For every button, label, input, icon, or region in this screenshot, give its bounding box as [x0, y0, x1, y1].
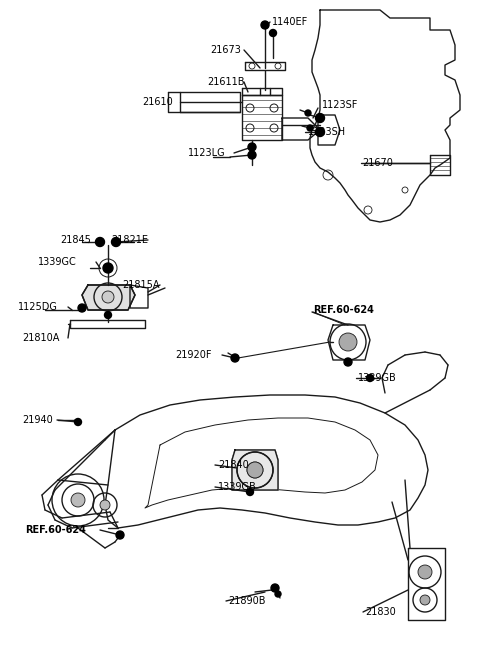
Circle shape [418, 565, 432, 579]
Text: 1123LG: 1123LG [188, 148, 226, 158]
Circle shape [305, 110, 311, 116]
Circle shape [275, 591, 281, 597]
Text: REF.60-624: REF.60-624 [25, 525, 86, 535]
Text: 21821E: 21821E [111, 235, 148, 245]
Circle shape [111, 238, 120, 246]
Text: 1123SH: 1123SH [308, 127, 346, 137]
Text: 21673: 21673 [210, 45, 241, 55]
Text: 21940: 21940 [22, 415, 53, 425]
Text: 21890B: 21890B [228, 596, 265, 606]
Text: 1125DG: 1125DG [18, 302, 58, 312]
Circle shape [271, 584, 279, 592]
Circle shape [71, 493, 85, 507]
Polygon shape [82, 285, 135, 310]
Circle shape [74, 419, 82, 426]
Text: 1339GB: 1339GB [218, 482, 257, 492]
Text: 21610: 21610 [142, 97, 173, 107]
Circle shape [247, 462, 263, 478]
Text: 21670: 21670 [362, 158, 393, 168]
Circle shape [100, 500, 110, 510]
Circle shape [102, 291, 114, 303]
Circle shape [420, 595, 430, 605]
Circle shape [78, 304, 86, 312]
Circle shape [247, 489, 253, 495]
Circle shape [367, 375, 373, 381]
Text: 1339GC: 1339GC [38, 257, 77, 267]
Text: 21920F: 21920F [175, 350, 212, 360]
Text: 21845: 21845 [60, 235, 91, 245]
Text: 1123SF: 1123SF [322, 100, 359, 110]
Circle shape [116, 531, 124, 539]
Circle shape [103, 263, 113, 273]
Circle shape [248, 143, 256, 151]
Circle shape [96, 238, 105, 246]
Circle shape [247, 462, 263, 478]
Circle shape [105, 312, 111, 318]
Text: 21815A: 21815A [122, 280, 159, 290]
Text: 1339GB: 1339GB [358, 373, 397, 383]
Text: 21611B: 21611B [207, 77, 244, 87]
Circle shape [261, 21, 269, 29]
Circle shape [315, 113, 324, 122]
Circle shape [231, 354, 239, 362]
Circle shape [344, 358, 352, 366]
Text: REF.60-624: REF.60-624 [313, 305, 374, 315]
Text: 1140EF: 1140EF [272, 17, 308, 27]
Circle shape [269, 29, 276, 37]
Circle shape [248, 151, 256, 159]
Circle shape [307, 125, 313, 131]
Polygon shape [232, 450, 278, 490]
Text: 21830: 21830 [365, 607, 396, 617]
Text: 21810A: 21810A [22, 333, 60, 343]
Circle shape [339, 333, 357, 351]
Circle shape [315, 128, 324, 136]
Text: 21840: 21840 [218, 460, 249, 470]
